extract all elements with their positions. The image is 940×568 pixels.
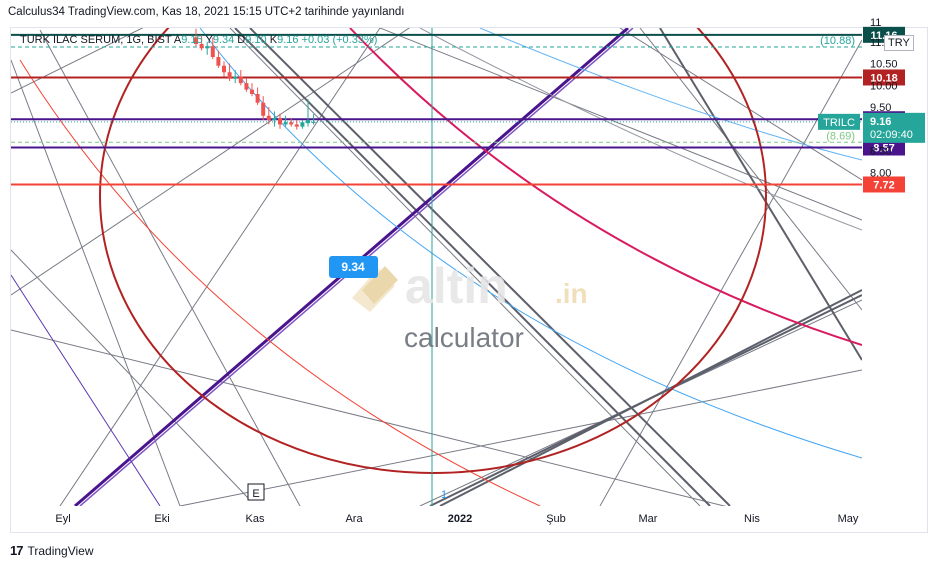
- last-price-countdown: 02:09:40: [870, 129, 913, 141]
- last-price-badge: [863, 112, 925, 143]
- x-tick-5: Şub: [546, 513, 566, 525]
- hline-badge-1: [863, 69, 905, 86]
- earnings-marker[interactable]: E: [247, 483, 265, 501]
- vline-label: 1: [441, 489, 447, 501]
- legend-close: 9.16: [277, 34, 299, 46]
- candle-body-4: [216, 57, 221, 66]
- y-tick-3: 10.00: [870, 80, 898, 92]
- candle-body-20: [306, 120, 310, 124]
- candle-body-17: [289, 122, 294, 125]
- y-tick-5: 8.50: [870, 146, 891, 158]
- x-tick-4: 2022: [448, 513, 472, 525]
- legend-close-label: K: [269, 34, 278, 46]
- candle-body-11: [255, 94, 260, 103]
- callout-label: 9.34: [341, 260, 365, 274]
- legend-symbol: TURK ILAC SERUM, 1G, BIST: [20, 34, 172, 46]
- currency-button[interactable]: TRY: [884, 35, 914, 51]
- candle-body-2: [205, 46, 210, 49]
- y-tick-4: 9.50: [870, 102, 891, 114]
- legend-high: 9.34: [212, 34, 235, 46]
- x-tick-0: Eyl: [55, 513, 70, 525]
- red-gann-circle: [99, 28, 767, 474]
- footer-brand[interactable]: 17 TradingView: [10, 543, 94, 558]
- candle-body-7: [233, 76, 238, 79]
- candle-body-1: [199, 43, 204, 49]
- candle-body-15: [278, 117, 282, 125]
- watermark-sub: calculator: [404, 322, 524, 353]
- legend-open: 9.15: [181, 34, 203, 46]
- crimson-arc: [349, 28, 862, 346]
- hline-badge-4: [863, 176, 905, 193]
- y-tick-0: 11: [870, 17, 881, 29]
- last-price-symbol: TRILC: [823, 117, 855, 129]
- footer-brand-label: TradingView: [27, 543, 94, 558]
- x-tick-2: Kas: [246, 513, 265, 525]
- candle-body-13: [266, 115, 271, 121]
- x-tick-6: Mar: [639, 513, 658, 525]
- hline-label-4: 7.72: [873, 179, 894, 191]
- hline-badge-3: [863, 139, 905, 156]
- candle-body-5: [222, 65, 226, 73]
- hline-label-3: 8.57: [873, 143, 894, 155]
- tradingview-logo-icon: 17: [10, 543, 24, 558]
- candle-body-16: [283, 122, 288, 125]
- watermark-tld: .in: [555, 278, 588, 309]
- watermark: altin .in calculator: [352, 258, 588, 353]
- earnings-marker-label: E: [252, 488, 259, 500]
- chart-frame: [10, 27, 928, 533]
- x-tick-1: Eki: [154, 513, 169, 525]
- candle-body-10: [250, 89, 254, 94]
- y-tick-6: 8.00: [870, 167, 891, 179]
- gann-lines-thick: [234, 28, 862, 506]
- candle-body-18: [294, 124, 299, 127]
- candle-body-21: [311, 121, 316, 123]
- candle-body-8: [238, 76, 243, 84]
- hline-label-1: 10.18: [870, 72, 898, 84]
- dashed-level-label-1: (8.69): [826, 130, 855, 142]
- x-tick-7: Nis: [744, 513, 760, 525]
- watermark-brand: altin: [405, 258, 508, 314]
- x-tick-8: May: [838, 513, 859, 525]
- candle-body-0: [194, 37, 198, 44]
- candle-body-9: [244, 83, 249, 90]
- legend-high-label: Y: [205, 34, 213, 46]
- candle-body-19: [300, 122, 305, 127]
- legend-low: 9.10: [245, 34, 267, 46]
- candle-body-6: [227, 72, 232, 79]
- y-tick-2: 10.50: [870, 59, 898, 71]
- legend-low-label: D: [237, 34, 246, 46]
- gann-lines: [11, 28, 862, 506]
- symbol-legend[interactable]: TURK ILAC SERUM, 1G, BIST A9.15 Y9.34 D9…: [20, 34, 377, 46]
- candle-body-3: [210, 46, 215, 58]
- dashed-level-label-0: (10.88): [820, 35, 855, 47]
- candle-body-12: [261, 102, 266, 116]
- legend-open-label: A: [173, 34, 182, 46]
- last-price-value: 9.16: [870, 116, 891, 128]
- last-price-symbol-badge: [818, 113, 860, 130]
- gray-arc: [419, 28, 862, 231]
- lightblue-arc: [199, 28, 862, 459]
- publish-header: Calculus34 TradingView.com, Kas 18, 2021…: [8, 6, 405, 18]
- legend-change: +0.03 (+0.33%): [301, 34, 378, 46]
- x-tick-3: Ara: [345, 513, 363, 525]
- orange-arc: [19, 59, 541, 506]
- candle-body-14: [272, 117, 277, 121]
- price-callout: 9.34: [329, 256, 378, 278]
